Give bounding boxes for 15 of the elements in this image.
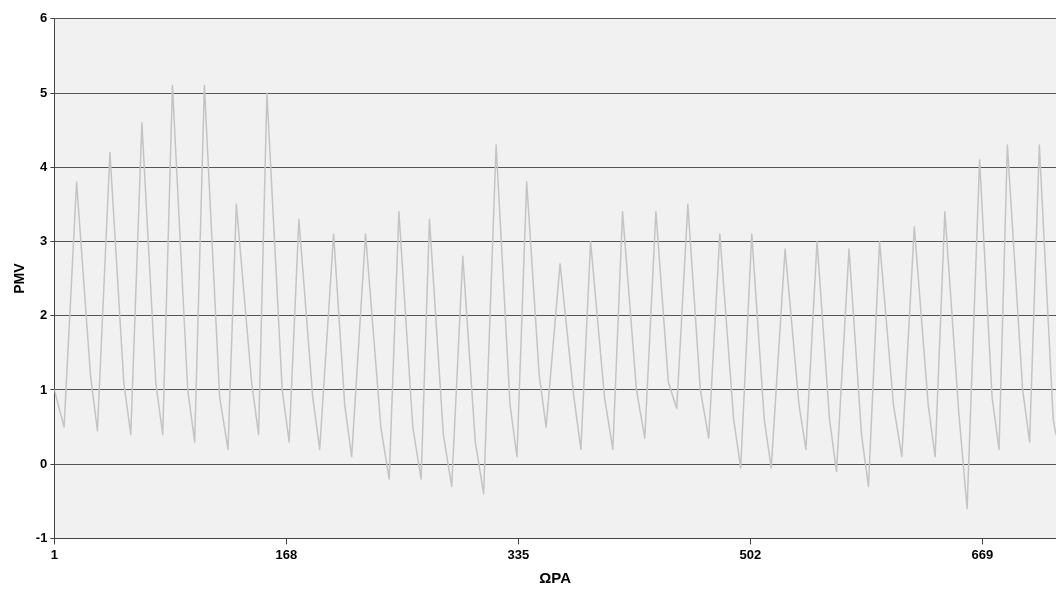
y-tick-label: 2 bbox=[40, 307, 48, 323]
x-tick-label: 335 bbox=[507, 546, 530, 562]
y-axis-title: PMV bbox=[11, 262, 28, 294]
x-tick-label: 168 bbox=[275, 546, 298, 562]
y-tick-label: 1 bbox=[40, 381, 48, 397]
y-tick-label: 4 bbox=[40, 158, 49, 174]
y-tick-label: 0 bbox=[40, 455, 48, 471]
y-tick-label: 3 bbox=[40, 233, 48, 249]
x-tick-label: 1 bbox=[50, 546, 58, 562]
y-tick-label: 6 bbox=[40, 10, 48, 26]
x-tick-label: 502 bbox=[739, 546, 762, 562]
y-tick-label: 5 bbox=[40, 84, 48, 100]
x-axis-title: ΩΡΑ bbox=[539, 569, 572, 587]
x-tick-label: 669 bbox=[971, 546, 994, 562]
y-tick-label: -1 bbox=[35, 529, 48, 545]
